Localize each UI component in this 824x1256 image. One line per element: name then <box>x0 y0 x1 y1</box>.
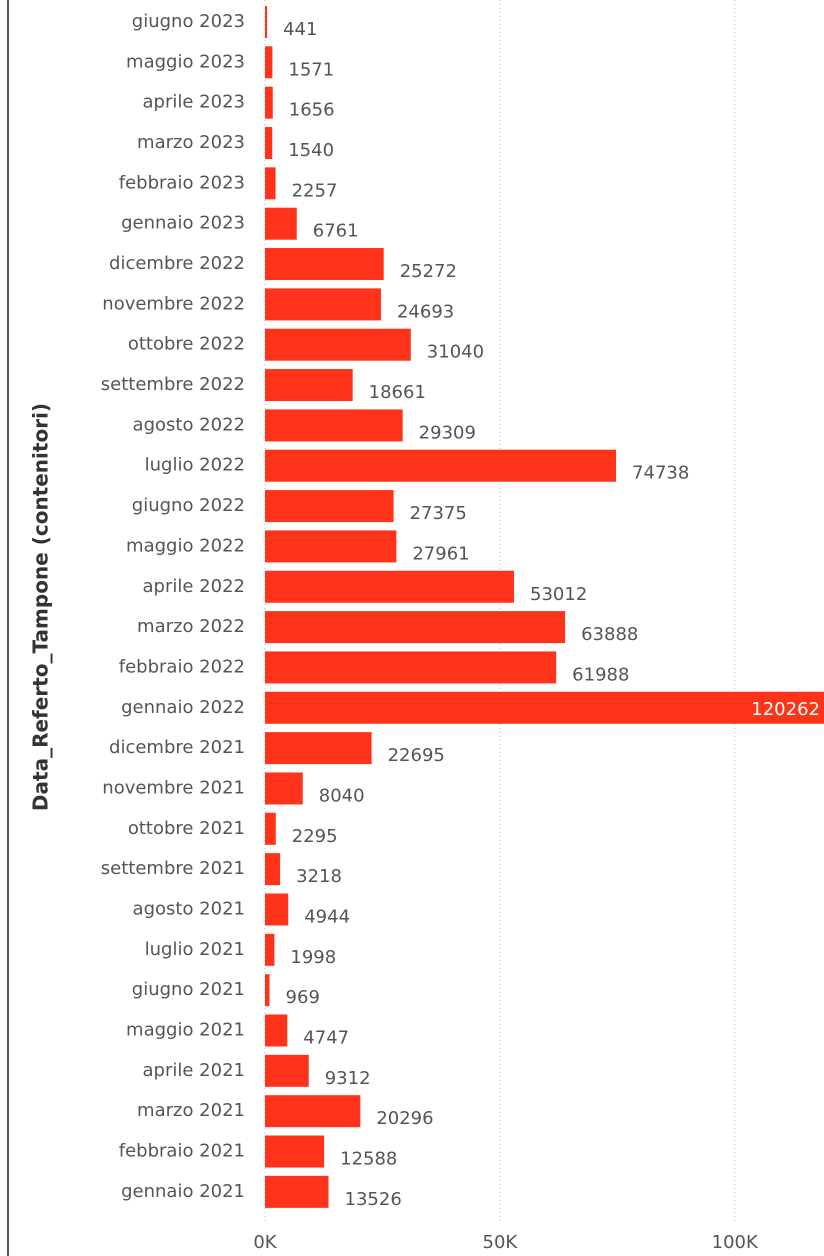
y-tick-label: febbraio 2022 <box>119 656 245 677</box>
y-tick-label: marzo 2022 <box>137 616 245 637</box>
bar <box>265 1135 325 1168</box>
bar <box>265 933 275 966</box>
value-label: 13526 <box>345 1189 402 1210</box>
y-tick-label: febbraio 2023 <box>119 172 245 193</box>
y-tick-label: luglio 2022 <box>145 455 245 476</box>
value-label: 27375 <box>410 503 467 524</box>
value-label: 53012 <box>530 584 587 605</box>
y-axis-title: Data_Referto_Tampone (contenitori) <box>29 403 53 811</box>
bar <box>265 812 276 845</box>
y-tick-label: aprile 2021 <box>143 1060 245 1081</box>
value-label: 1540 <box>288 140 334 161</box>
bar <box>265 369 353 402</box>
value-label: 6761 <box>313 221 359 242</box>
bar <box>265 449 617 482</box>
value-label: 1656 <box>289 100 335 121</box>
y-tick-label: dicembre 2022 <box>109 253 245 274</box>
y-tick-label: maggio 2022 <box>126 535 245 556</box>
bar <box>265 1095 361 1128</box>
bar <box>265 1014 288 1047</box>
value-label: 12588 <box>340 1149 397 1170</box>
value-label: 441 <box>283 19 317 40</box>
value-label: 120262 <box>751 699 820 720</box>
y-tick-label: agosto 2022 <box>133 414 245 435</box>
value-label: 8040 <box>319 785 365 806</box>
value-label: 22695 <box>388 745 445 766</box>
value-label: 9312 <box>325 1068 371 1089</box>
bar <box>265 772 303 805</box>
bar <box>265 570 515 603</box>
bar <box>265 328 411 361</box>
bar <box>265 86 273 119</box>
bar <box>265 1054 309 1087</box>
y-tick-label: dicembre 2021 <box>109 737 245 758</box>
y-tick-label: agosto 2021 <box>133 898 245 919</box>
y-tick-label: gennaio 2023 <box>121 213 245 234</box>
bar <box>265 127 273 160</box>
y-tick-label: gennaio 2022 <box>121 697 245 718</box>
value-label: 4944 <box>304 906 350 927</box>
value-label: 61988 <box>572 664 629 685</box>
y-tick-label: settembre 2022 <box>101 374 245 395</box>
value-label: 20296 <box>376 1108 433 1129</box>
bar <box>265 893 289 926</box>
y-tick-label: ottobre 2021 <box>128 818 245 839</box>
bar <box>265 974 270 1007</box>
y-tick-label: giugno 2022 <box>132 495 245 516</box>
bar <box>265 732 372 765</box>
y-tick-label: gennaio 2021 <box>121 1181 245 1202</box>
value-label: 63888 <box>581 624 638 645</box>
value-label: 3218 <box>296 866 342 887</box>
bar <box>265 490 394 523</box>
value-label: 1571 <box>288 59 334 80</box>
value-label: 74738 <box>632 463 689 484</box>
value-label: 2295 <box>292 826 338 847</box>
y-tick-label: aprile 2023 <box>143 92 245 113</box>
x-tick-label: 100K <box>712 1232 759 1253</box>
y-tick-label: novembre 2021 <box>102 777 245 798</box>
value-label: 4747 <box>303 1028 349 1049</box>
value-label: 1998 <box>290 947 336 968</box>
bar <box>265 207 297 240</box>
value-label: 969 <box>286 987 320 1008</box>
bar <box>265 530 397 563</box>
value-label: 18661 <box>369 382 426 403</box>
bar <box>265 6 268 38</box>
bar <box>265 248 384 281</box>
value-label: 24693 <box>397 301 454 322</box>
value-label: 27961 <box>412 543 469 564</box>
y-tick-label: febbraio 2021 <box>119 1141 245 1162</box>
bar <box>265 611 566 644</box>
bar <box>265 46 273 79</box>
y-tick-label: luglio 2021 <box>145 939 245 960</box>
bar <box>265 409 403 442</box>
bar <box>265 853 281 886</box>
bar <box>265 1175 329 1208</box>
x-tick-label: 0K <box>253 1232 277 1253</box>
value-label: 29309 <box>419 422 476 443</box>
y-tick-label: novembre 2022 <box>102 293 245 314</box>
bar <box>265 288 381 321</box>
y-tick-label: settembre 2021 <box>101 858 245 879</box>
value-label: 2257 <box>292 180 338 201</box>
y-tick-label: marzo 2021 <box>137 1100 245 1121</box>
y-tick-label: aprile 2022 <box>143 576 245 597</box>
y-tick-label: marzo 2023 <box>137 132 245 153</box>
y-tick-label: giugno 2023 <box>132 11 245 32</box>
y-tick-label: maggio 2023 <box>126 51 245 72</box>
x-tick-label: 50K <box>483 1232 519 1253</box>
value-label: 31040 <box>427 342 484 363</box>
y-tick-label: ottobre 2022 <box>128 334 245 355</box>
bar <box>265 651 557 684</box>
y-tick-label: maggio 2021 <box>126 1020 245 1041</box>
bar <box>265 167 276 200</box>
bar <box>265 691 824 724</box>
value-label: 25272 <box>400 261 457 282</box>
y-tick-label: giugno 2021 <box>132 979 245 1000</box>
